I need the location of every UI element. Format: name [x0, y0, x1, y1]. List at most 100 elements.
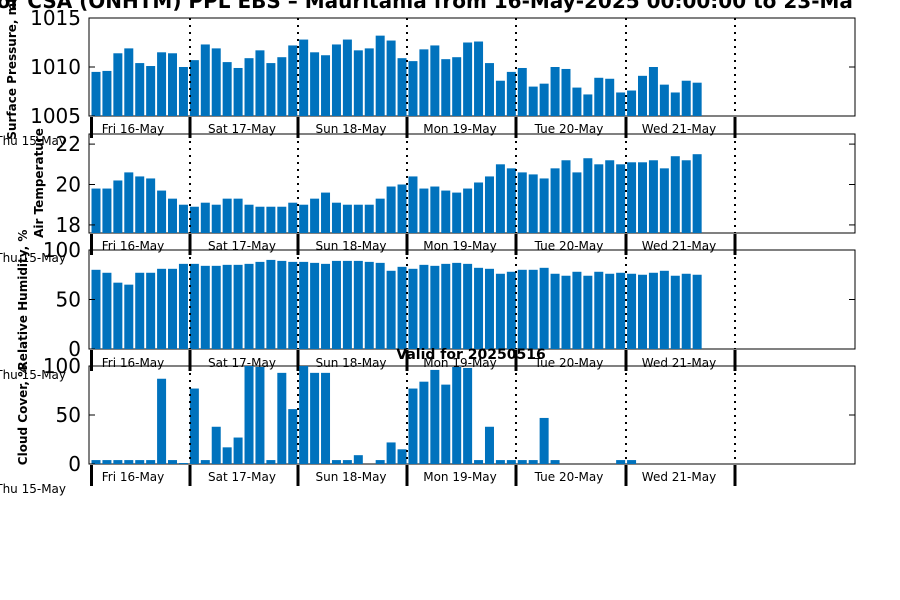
data-bar — [288, 261, 298, 349]
data-bar — [452, 262, 462, 349]
x-tick-label: Sun 18-May — [315, 470, 386, 484]
data-bar — [397, 184, 407, 233]
data-bar — [211, 204, 221, 233]
data-bar — [342, 204, 352, 233]
data-bar — [124, 460, 134, 464]
data-bar — [244, 204, 254, 233]
data-bar — [157, 190, 167, 233]
data-bar — [627, 90, 637, 116]
data-bar — [189, 206, 199, 233]
data-bar — [113, 460, 123, 464]
y-tick-label: 0 — [68, 337, 81, 361]
data-bar — [233, 67, 243, 116]
data-bar — [441, 190, 451, 233]
data-bar — [605, 78, 615, 116]
data-bar — [178, 67, 188, 116]
data-bar — [211, 265, 221, 349]
y-tick-label: 50 — [56, 403, 81, 427]
chart-panel: 1005 1010 1015 Thu 15-May Fri 16-May Sat 17-M… — [0, 0, 856, 148]
y-tick-label: 50 — [56, 288, 81, 312]
y-tick-label: 18 — [56, 213, 81, 237]
data-bar — [178, 263, 188, 349]
data-bar — [386, 186, 396, 233]
x-tick-label: Tue 20-May — [534, 239, 604, 253]
data-bar — [342, 260, 352, 349]
data-bar — [561, 275, 571, 349]
data-bar — [91, 71, 101, 116]
data-bar — [211, 426, 221, 464]
data-bar — [463, 188, 473, 233]
data-bar — [692, 82, 702, 116]
data-bar — [342, 39, 352, 117]
y-tick-label: 0 — [68, 452, 81, 476]
data-bar — [528, 174, 538, 233]
data-bar — [572, 87, 582, 116]
x-tick-label: Mon 19-May — [423, 470, 497, 484]
data-bar — [506, 460, 516, 464]
data-bar — [638, 162, 647, 233]
data-bar — [539, 83, 549, 116]
data-bar — [550, 67, 560, 116]
data-bar — [659, 84, 669, 116]
data-bar — [430, 45, 440, 116]
data-bar — [484, 268, 494, 349]
data-bar — [670, 275, 680, 349]
data-bar — [638, 75, 647, 116]
data-bar — [419, 49, 429, 116]
data-bar — [692, 274, 702, 349]
x-tick-label: Sun 18-May — [315, 239, 386, 253]
data-bar — [463, 42, 473, 116]
x-tick-label: Wed 21-May — [642, 239, 716, 253]
data-bar — [648, 160, 658, 233]
data-bar — [484, 176, 494, 233]
data-bar — [463, 263, 473, 349]
data-bar — [353, 455, 363, 464]
x-tick-label: Fri 16-May — [102, 122, 165, 136]
data-bar — [397, 58, 407, 116]
data-bar — [386, 40, 396, 116]
data-bar — [452, 366, 462, 464]
data-bar — [572, 271, 582, 349]
data-bar — [277, 57, 287, 116]
data-bar — [441, 263, 451, 349]
data-bar — [375, 460, 385, 464]
data-bar — [168, 53, 178, 116]
data-bar — [353, 260, 363, 349]
data-bar — [299, 366, 309, 464]
data-bar — [681, 160, 691, 233]
y-tick-label: 22 — [56, 132, 81, 156]
data-bar — [299, 39, 309, 117]
data-bar — [189, 60, 199, 116]
data-bar — [627, 162, 637, 233]
data-bar — [375, 35, 385, 116]
data-bar — [386, 270, 396, 349]
data-bar — [157, 52, 167, 116]
data-bar — [594, 164, 604, 233]
x-tick-label: Sun 18-May — [315, 356, 386, 370]
data-bar — [648, 272, 658, 349]
data-bar — [539, 178, 549, 233]
data-bar — [244, 58, 254, 116]
data-bar — [692, 154, 702, 233]
data-bar — [605, 273, 615, 349]
data-bar — [430, 186, 440, 233]
data-bar — [113, 53, 123, 116]
data-bar — [342, 460, 352, 464]
x-tick-label: Thu 15-May — [0, 251, 66, 265]
x-tick-label: Fri 16-May — [102, 470, 165, 484]
data-bar — [168, 268, 178, 349]
data-bar — [430, 369, 440, 464]
data-bar — [233, 437, 243, 464]
data-bar — [539, 417, 549, 464]
data-bar — [200, 44, 210, 116]
x-tick-label: Sat 17-May — [208, 356, 276, 370]
data-bar — [452, 192, 462, 233]
data-bar — [517, 67, 527, 116]
data-bar — [495, 164, 505, 233]
data-bar — [397, 266, 407, 349]
data-bar — [233, 264, 243, 349]
data-bar — [200, 460, 210, 464]
x-tick-label: Wed 21-May — [642, 356, 716, 370]
y-tick-label: 1015 — [30, 6, 81, 30]
